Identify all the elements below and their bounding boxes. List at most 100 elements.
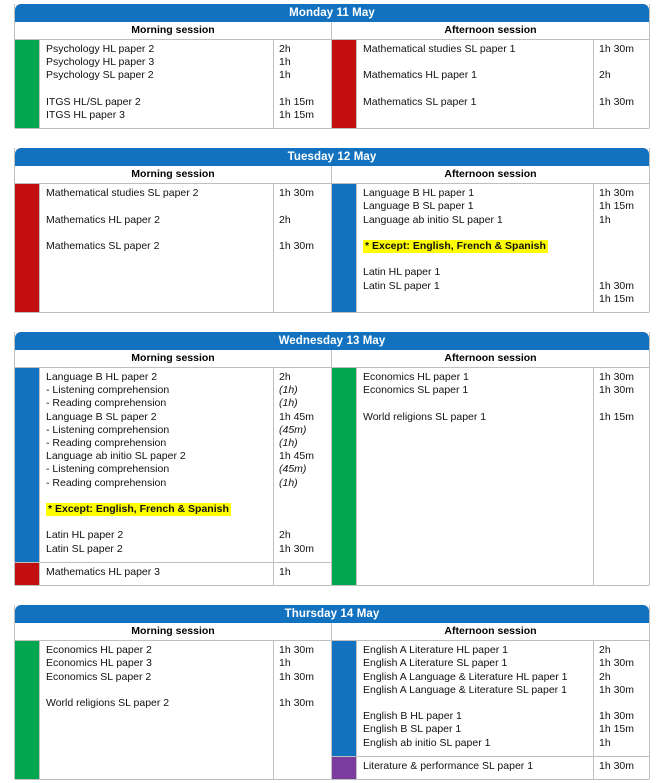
exam-name: World religions SL paper 2 [46, 696, 170, 709]
exam-duration: (1h) [279, 437, 298, 450]
exam-name-column: English A Literature HL paper 1 English A… [357, 641, 593, 756]
exam-duration: (1h) [279, 476, 298, 489]
exam-name: English B SL paper 1 [363, 723, 462, 736]
exam-name: English ab initio SL paper 1 [363, 736, 491, 749]
exam-name: Latin SL paper 1 [363, 279, 440, 292]
exam-duration: 1h 30m [599, 683, 635, 696]
exam-block: Economics HL paper 1 Economics SL paper 1… [332, 368, 649, 586]
exam-entries: Mathematical studies SL paper 1 Mathemat… [357, 40, 649, 129]
afternoon-session: English A Literature HL paper 1 English A… [332, 641, 649, 779]
exam-name-column: Mathematics HL paper 3 [40, 563, 273, 585]
day-date-header: Wednesday 13 May [15, 332, 649, 351]
exam-entries: Economics HL paper 2 Economics HL paper 3… [40, 641, 331, 779]
subject-group-color-bar [15, 184, 40, 313]
exam-duration: 1h 30m [599, 95, 635, 108]
exam-duration-column: 2h (1h) (1h) 1h 45m (45m) (1h) 1h 45m (45m) (1h)… [273, 368, 331, 562]
afternoon-session: Language B HL paper 1 Language B SL paper… [332, 184, 649, 313]
exam-duration: 1h 15m [279, 109, 315, 122]
exam-name-column: Economics HL paper 2 Economics HL paper 3… [40, 641, 273, 779]
morning-session: Psychology HL paper 2 Psychology HL paper… [15, 40, 332, 129]
exam-duration: 2h [599, 670, 611, 683]
afternoon-session-header: Afternoon session [444, 352, 537, 365]
exam-subcomponent: - Reading comprehension [46, 476, 167, 489]
exam-duration-column: 1h 30m 1h 1h 30m 1h 30m [273, 641, 331, 779]
exam-duration: 1h 30m [599, 187, 635, 200]
exam-duration: 1h [599, 736, 611, 749]
exam-name: Language B HL paper 1 [363, 187, 475, 200]
subject-group-color-bar [15, 641, 40, 779]
exam-name: Latin HL paper 2 [46, 529, 124, 542]
exam-duration: 1h 45m [279, 410, 315, 423]
exam-entries: Psychology HL paper 2 Psychology HL paper… [40, 40, 331, 129]
exam-name-column: Language B HL paper 2 - Listening compreh… [40, 368, 273, 562]
exam-name: ITGS HL paper 3 [46, 109, 125, 122]
exam-duration: 2h [599, 644, 611, 657]
exam-duration: 1h 45m [279, 450, 315, 463]
exam-duration: 1h 30m [599, 657, 635, 670]
sessions-row: Economics HL paper 2 Economics HL paper 3… [15, 641, 649, 779]
morning-session-header: Morning session [15, 166, 332, 184]
exam-name: Language B SL paper 1 [363, 200, 474, 213]
exam-block: Economics HL paper 2 Economics HL paper 3… [15, 641, 331, 779]
morning-session: Economics HL paper 2 Economics HL paper 3… [15, 641, 332, 779]
exam-duration: 1h 30m [599, 384, 635, 397]
exam-name: Mathematical studies SL paper 2 [46, 187, 199, 200]
exam-name: Language ab initio SL paper 1 [363, 213, 503, 226]
exam-name: Psychology SL paper 2 [46, 69, 154, 82]
exam-block: Mathematical studies SL paper 1 Mathemat… [332, 40, 649, 129]
subject-group-color-bar [332, 368, 357, 586]
exam-name: Mathematics SL paper 2 [46, 240, 160, 253]
exam-name: Psychology HL paper 3 [46, 56, 155, 69]
subject-group-color-bar [15, 40, 40, 129]
exam-duration: (45m) [279, 463, 307, 476]
afternoon-session: Economics HL paper 1 Economics SL paper 1… [332, 368, 649, 586]
exam-block: Literature & performance SL paper 1 1h 30… [332, 755, 649, 779]
subject-group-color-bar [15, 562, 40, 586]
exam-entries: Economics HL paper 1 Economics SL paper 1… [357, 368, 649, 586]
exam-duration: 2h [279, 371, 291, 384]
exam-duration: 1h 15m [279, 95, 315, 108]
exam-duration: 1h 30m [279, 644, 315, 657]
exam-duration: 1h 30m [599, 710, 635, 723]
exam-duration: 1h [279, 657, 291, 670]
exam-name: Mathematics HL paper 2 [46, 213, 160, 226]
exam-duration: 1h 30m [599, 279, 635, 292]
exam-duration: 2h [279, 43, 291, 55]
morning-session: Mathematical studies SL paper 2 Mathemat… [15, 184, 332, 313]
exam-name-column: Literature & performance SL paper 1 [357, 757, 593, 779]
exam-duration: 1h 30m [279, 240, 315, 253]
exam-name: Psychology HL paper 2 [46, 43, 155, 55]
subject-group-color-bar [332, 756, 357, 779]
exam-duration: 2h [599, 69, 611, 82]
exam-entries: Mathematics HL paper 3 1h [40, 562, 331, 586]
exam-duration: (1h) [279, 384, 298, 397]
exam-name: Latin SL paper 2 [46, 542, 123, 555]
exam-duration-column: 1h 30m 2h 1h 30m [273, 184, 331, 313]
exam-subcomponent: - Listening comprehension [46, 423, 170, 436]
exam-name: English B HL paper 1 [363, 710, 462, 723]
sessions-row: Language B HL paper 2 - Listening compreh… [15, 368, 649, 586]
morning-session-header: Morning session [15, 623, 332, 641]
exam-name: ITGS HL/SL paper 2 [46, 95, 141, 108]
exam-duration: 1h [599, 213, 611, 226]
exam-entries: Language B HL paper 1 Language B SL paper… [357, 184, 649, 313]
exam-duration: (1h) [279, 397, 298, 410]
exam-name: Language B SL paper 2 [46, 410, 157, 423]
exam-entries: English A Literature HL paper 1 English A… [357, 641, 649, 756]
exam-duration: 1h 30m [279, 187, 315, 200]
exam-name: World religions SL paper 1 [363, 410, 487, 423]
exam-duration: 1h [279, 69, 291, 82]
exam-duration: 1h [279, 56, 291, 69]
exam-duration: 2h [279, 213, 291, 226]
exam-duration: 1h 30m [599, 43, 635, 55]
exam-subcomponent: - Reading comprehension [46, 397, 167, 410]
day-card: Wednesday 13 May Morning session Afternoon… [14, 332, 650, 587]
exam-block: Mathematical studies SL paper 2 Mathemat… [15, 184, 331, 313]
day-date-header: Thursday 14 May [15, 605, 649, 624]
exam-name: Language B HL paper 2 [46, 371, 158, 384]
exam-block: Mathematics HL paper 3 1h [15, 561, 331, 586]
exam-entries: Literature & performance SL paper 1 1h 30… [357, 756, 649, 779]
morning-session-header: Morning session [15, 350, 332, 368]
exam-name: English A Language & Literature SL paper… [363, 683, 567, 696]
